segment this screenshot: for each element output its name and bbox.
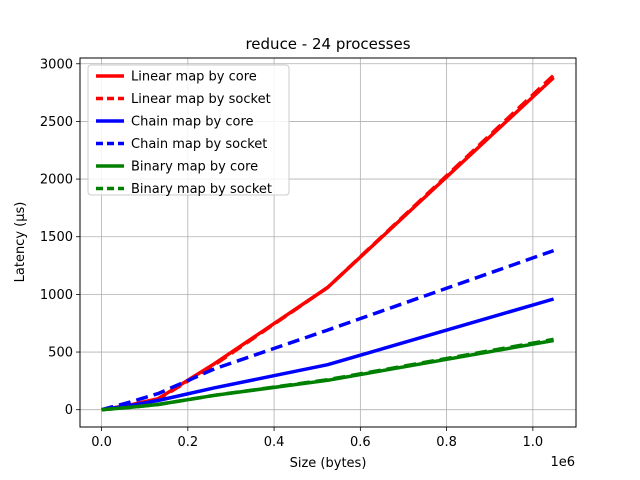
legend-label: Linear map by socket <box>131 92 271 107</box>
x-tick-label: 0.2 <box>177 435 198 450</box>
legend-label: Linear map by core <box>131 70 257 85</box>
legend-label: Chain map by core <box>131 115 254 130</box>
chart-title: reduce - 24 processes <box>245 35 410 53</box>
legend-box <box>87 64 290 196</box>
x-axis-offset-label: 1e6 <box>550 455 575 470</box>
y-axis-label: Latency (μs) <box>13 202 28 283</box>
y-tick-label: 2500 <box>40 115 73 130</box>
y-tick-label: 500 <box>48 346 73 361</box>
x-tick-label: 0.0 <box>91 435 112 450</box>
plot-area-frame <box>79 57 577 428</box>
y-tick-label: 0 <box>65 403 73 418</box>
series-line <box>101 337 554 412</box>
x-axis-label: Size (bytes) <box>290 456 367 471</box>
y-tick-label: 1000 <box>40 288 73 303</box>
legend-label: Binary map by socket <box>131 182 272 197</box>
legend-label: Chain map by socket <box>131 137 267 152</box>
y-tick-label: 1500 <box>40 230 73 245</box>
y-tick-label: 3000 <box>40 57 73 72</box>
x-tick-label: 1.0 <box>523 435 544 450</box>
legend-label: Binary map by core <box>131 160 258 175</box>
ticks-layer: 0.0 0.2 0.4 0.6 0.8 1.0 0 500 1000 1500 2000 2500 30… <box>40 57 543 450</box>
legend: Linear map by core Linear map by socket Ch… <box>87 64 290 197</box>
x-tick-label: 0.6 <box>350 435 371 450</box>
series-line <box>101 248 555 412</box>
y-tick-label: 2000 <box>40 173 73 188</box>
x-tick-label: 0.8 <box>436 435 457 450</box>
x-tick-label: 0.4 <box>264 435 285 450</box>
series-layer <box>101 74 555 412</box>
